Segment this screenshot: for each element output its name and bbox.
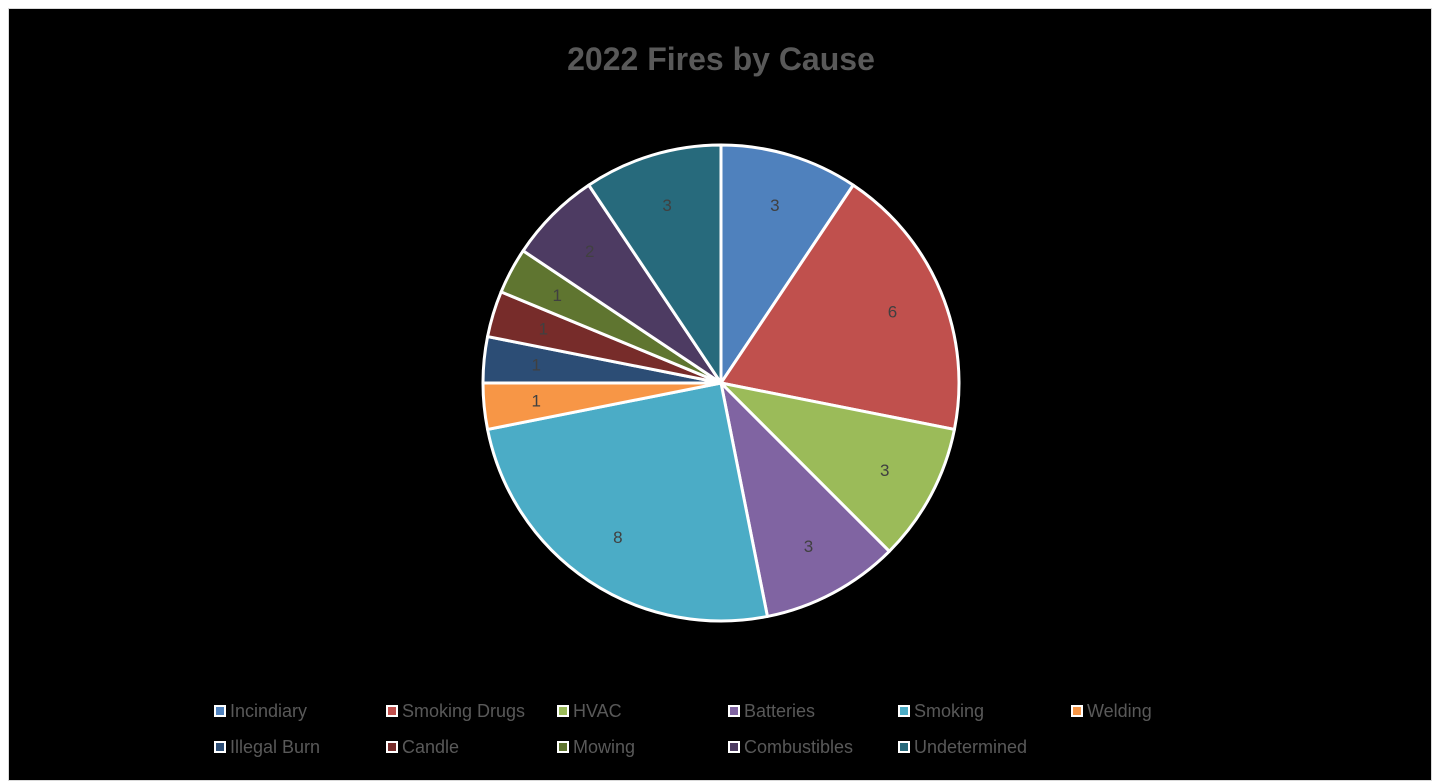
legend-label: Smoking Drugs bbox=[402, 700, 526, 721]
data-label: 1 bbox=[553, 286, 562, 305]
data-label: 8 bbox=[613, 528, 622, 547]
legend-swatch bbox=[728, 705, 740, 717]
data-label: 3 bbox=[804, 537, 813, 556]
pie-slice-smoking-drugs bbox=[719, 183, 961, 431]
data-label: 1 bbox=[532, 355, 541, 374]
legend-item: Smoking bbox=[898, 700, 984, 722]
legend-label: Welding bbox=[1087, 700, 1152, 721]
legend-item: Mowing bbox=[557, 736, 635, 758]
data-label: 6 bbox=[888, 302, 897, 321]
legend-item: Combustibles bbox=[728, 736, 853, 758]
legend-item: Smoking Drugs bbox=[386, 700, 525, 722]
legend-label: Batteries bbox=[744, 700, 816, 721]
data-label: 1 bbox=[532, 392, 541, 411]
data-label: 1 bbox=[539, 320, 548, 339]
legend-swatch bbox=[214, 741, 226, 753]
pie-slice-undetermined bbox=[587, 143, 723, 385]
pie-slice-smoking bbox=[486, 381, 769, 623]
data-label: 2 bbox=[585, 242, 594, 261]
legend-swatch bbox=[898, 705, 910, 717]
legend-label: Mowing bbox=[573, 736, 636, 757]
legend-label: HVAC bbox=[573, 700, 622, 721]
legend-item: HVAC bbox=[557, 700, 622, 722]
pie-slice-incindiary bbox=[719, 143, 855, 385]
legend-item: Welding bbox=[1071, 700, 1152, 722]
legend-swatch bbox=[728, 741, 740, 753]
legend-swatch bbox=[386, 741, 398, 753]
legend-label: Candle bbox=[402, 736, 460, 757]
legend-item: Illegal Burn bbox=[214, 736, 320, 758]
legend-swatch bbox=[557, 741, 569, 753]
legend-item: Incindiary bbox=[214, 700, 307, 722]
legend-swatch bbox=[898, 741, 910, 753]
data-label: 3 bbox=[662, 196, 671, 215]
legend-label: Illegal Burn bbox=[230, 736, 321, 757]
data-label: 3 bbox=[770, 196, 779, 215]
legend-swatch bbox=[557, 705, 569, 717]
legend-label: Smoking bbox=[914, 700, 985, 721]
pie-slice-hvac bbox=[719, 381, 956, 553]
legend-item: Undetermined bbox=[898, 736, 1027, 758]
legend-item: Batteries bbox=[728, 700, 815, 722]
pie-slice-batteries bbox=[719, 381, 891, 618]
legend-swatch bbox=[386, 705, 398, 717]
legend-label: Incindiary bbox=[230, 700, 308, 721]
legend-swatch bbox=[214, 705, 226, 717]
data-label: 3 bbox=[880, 461, 889, 480]
legend-swatch bbox=[1071, 705, 1083, 717]
legend-label: Undetermined bbox=[914, 736, 1028, 757]
legend-item: Candle bbox=[386, 736, 459, 758]
legend-label: Combustibles bbox=[744, 736, 854, 757]
chart-title: 2022 Fires by Cause bbox=[567, 41, 875, 77]
